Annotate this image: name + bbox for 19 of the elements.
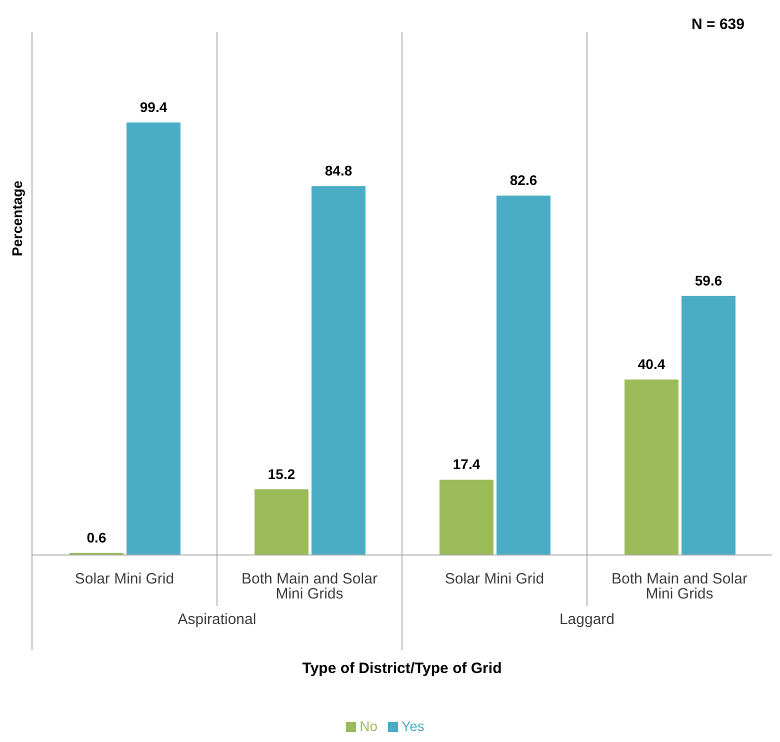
x-tick-label: Both Main and Solar Mini Grids	[242, 570, 378, 603]
x-tick-label: Solar Mini Grid	[74, 570, 174, 588]
data-label: 84.8	[324, 162, 352, 179]
x-tick-label: Both Main and Solar Mini Grids	[612, 570, 748, 603]
data-label: 17.4	[452, 456, 480, 472]
y-axis-title: Percentage	[8, 180, 25, 256]
data-label: 99.4	[140, 99, 168, 115]
text: Laggard	[558, 611, 616, 628]
text: Aspirational	[176, 611, 258, 628]
x-axis-title: Type of District/Type of Grid	[301, 660, 503, 677]
legend-label: Yes	[402, 718, 424, 734]
data-label: 40.4	[638, 356, 666, 372]
legend-label: No	[360, 718, 378, 734]
data-label: 82.6	[510, 172, 538, 188]
data-label: 59.6	[694, 272, 722, 288]
data-label: 15.2	[268, 466, 296, 482]
x-tick-label: Solar Mini Grid	[444, 570, 544, 588]
data-label: 0.6	[86, 529, 106, 546]
text: N = 639	[690, 16, 746, 33]
